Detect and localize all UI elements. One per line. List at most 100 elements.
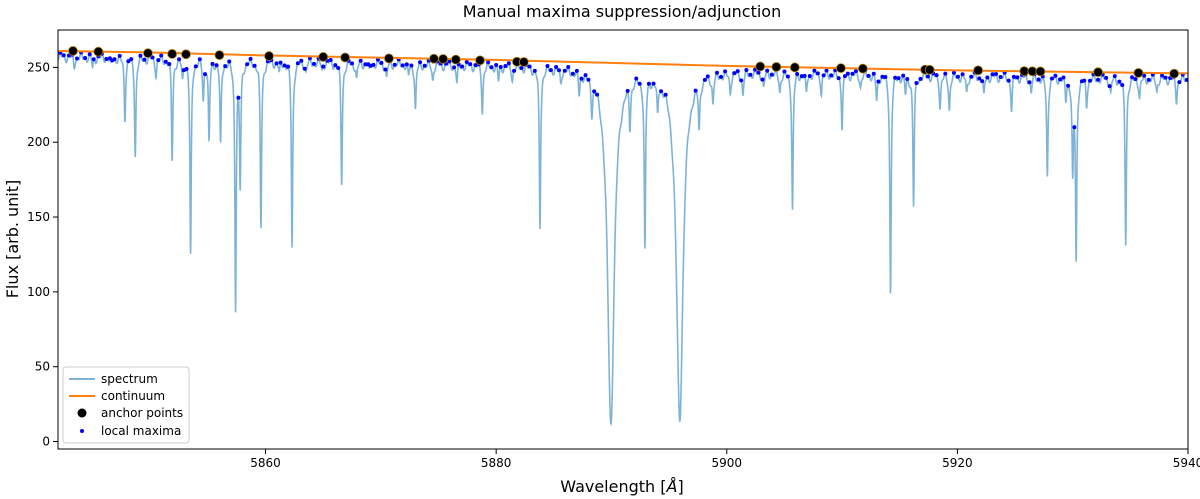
local-maximum-point <box>1058 77 1063 82</box>
local-maximum-point <box>1006 78 1011 83</box>
local-maximum-point <box>595 92 600 97</box>
local-maximum-point <box>883 74 888 79</box>
anchor-point <box>475 55 485 66</box>
local-maximum-point <box>799 74 804 79</box>
local-maximum-point <box>994 71 999 76</box>
local-maximum-point <box>625 88 630 93</box>
local-maximum-point <box>719 74 724 79</box>
local-maximum-point <box>566 65 571 69</box>
local-maximum-point <box>311 61 316 66</box>
y-tick-label: 150 <box>27 210 50 224</box>
local-maximum-point <box>1096 77 1101 82</box>
anchor-point <box>167 49 178 59</box>
anchor-point <box>264 51 274 61</box>
local-maximum-point <box>156 58 161 63</box>
local-maximum-point <box>760 77 765 82</box>
local-maximum-point <box>732 71 737 76</box>
local-maximum-point <box>1011 74 1016 79</box>
local-maximum-point <box>795 72 800 77</box>
anchor-point <box>318 52 329 62</box>
local-maximum-point <box>117 53 122 58</box>
local-maximum-point <box>333 63 338 68</box>
local-maximum-point <box>812 68 817 73</box>
local-maximum-point <box>126 59 131 64</box>
local-maximum-point <box>829 73 834 78</box>
local-maximum-point <box>75 56 80 61</box>
local-maximum-point <box>282 63 287 68</box>
local-maximum-point <box>274 61 279 66</box>
local-maximum-point <box>286 64 291 69</box>
local-maximum-point <box>1163 75 1168 80</box>
local-maximum-point <box>1049 76 1054 81</box>
local-maximum-point <box>299 58 304 63</box>
y-tick-label: 50 <box>35 360 50 374</box>
local-maximum-point <box>464 60 469 65</box>
local-maximum-point <box>486 60 491 65</box>
local-maximum-point <box>985 75 990 80</box>
legend-spectrum-label: spectrum <box>101 372 158 386</box>
local-maximum-point <box>1082 78 1087 83</box>
x-tick-label: 5920 <box>942 456 973 470</box>
local-maximum-point <box>248 56 253 61</box>
anchor-point <box>1035 66 1046 77</box>
local-maximum-point <box>1053 73 1058 78</box>
legend-continuum-label: continuum <box>101 389 165 403</box>
local-maximum-point <box>167 61 172 66</box>
local-maximum-point <box>836 76 841 81</box>
local-maximum-point <box>663 92 668 97</box>
local-maximum-point <box>960 72 965 77</box>
local-maximum-point <box>460 64 465 69</box>
local-maximum-point <box>579 76 584 81</box>
local-maximum-point <box>842 74 847 79</box>
local-maximum-point <box>400 63 405 68</box>
y-tick-label: 100 <box>27 285 50 299</box>
local-maximum-point <box>824 68 829 73</box>
anchor-point <box>771 62 782 72</box>
local-maximum-point <box>866 73 871 78</box>
local-maximum-point <box>969 74 974 79</box>
local-maximum-point <box>592 89 597 94</box>
local-maximum-point <box>363 62 368 67</box>
local-maximum-point <box>646 81 651 86</box>
local-maximum-point <box>1072 125 1077 130</box>
local-maximum-point <box>177 57 182 62</box>
chart-title: Manual maxima suppression/adjunction <box>463 2 781 21</box>
local-maximum-point <box>785 74 790 79</box>
local-maximum-point <box>918 76 923 81</box>
anchor-point <box>428 53 439 64</box>
local-maximum-point <box>489 65 494 70</box>
anchor-point <box>214 50 225 61</box>
legend-maxima-marker <box>80 429 84 433</box>
local-maximum-point <box>583 73 588 78</box>
spectrum-series <box>58 51 1188 427</box>
local-maximum-point <box>112 57 117 62</box>
y-tick-label: 200 <box>27 135 50 149</box>
local-maximum-point <box>371 62 376 67</box>
local-maximum-point <box>447 59 452 64</box>
local-maximum-point <box>871 71 876 76</box>
x-tick-label: 5860 <box>250 456 281 470</box>
anchor-point <box>518 57 529 67</box>
local-maximum-point <box>1107 84 1112 89</box>
local-maximum-point <box>494 63 499 68</box>
local-maximum-point <box>807 73 812 78</box>
anchor-point <box>789 62 800 73</box>
local-maximum-point <box>893 75 898 80</box>
continuum-series <box>58 49 1188 75</box>
local-maximum-point <box>998 75 1003 80</box>
local-maximum-point <box>321 64 326 69</box>
plot-frame <box>57 29 1189 450</box>
local-maximum-point <box>404 62 409 67</box>
y-tick-label: 0 <box>42 435 50 449</box>
local-maximum-point <box>91 57 96 62</box>
local-maximum-point <box>1036 77 1041 82</box>
local-maximum-point <box>197 57 202 62</box>
local-maximum-point <box>845 71 850 76</box>
local-maximum-point <box>980 79 985 84</box>
x-tick-label: 5880 <box>481 456 512 470</box>
local-maximum-point <box>693 88 698 93</box>
local-maximum-point <box>756 70 761 75</box>
local-maximum-point <box>223 64 228 69</box>
local-maximum-point <box>1015 75 1020 80</box>
local-maximum-point <box>934 73 939 78</box>
